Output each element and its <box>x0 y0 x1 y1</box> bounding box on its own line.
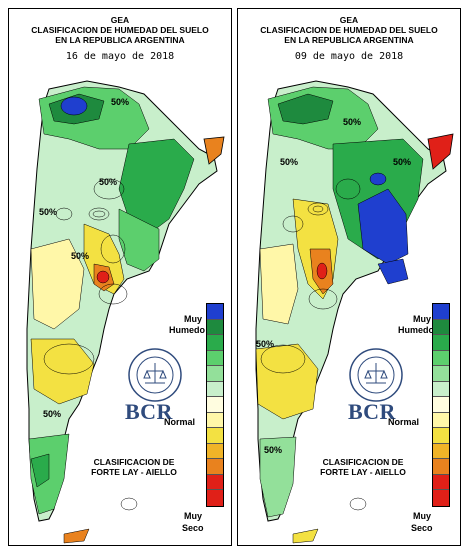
zone-very-wet-mid <box>369 172 387 186</box>
zone-very-wet-north <box>60 96 88 116</box>
zone-green-east <box>118 138 195 235</box>
legend-swatch <box>207 335 223 351</box>
iso-label-50: 50% <box>111 97 130 107</box>
legend-label-muy: Muy <box>413 314 431 324</box>
iso-label-50: 50% <box>39 207 58 217</box>
legend-swatch <box>433 381 449 397</box>
map-panel-may-09: GEA CLASIFICACION DE HUMEDAD DEL SUELO E… <box>237 8 461 546</box>
panel-date: 16 de mayo de 2018 <box>65 51 175 62</box>
legend-label-normal: Normal <box>388 417 420 427</box>
legend-swatch <box>207 490 223 506</box>
zone-very-wet-south <box>377 258 409 285</box>
legend-label-muy: Muy <box>184 511 202 521</box>
legend-swatch <box>433 443 449 459</box>
zone-green-south <box>259 436 297 518</box>
panel-title-line-3: EN LA REPUBLICA ARGENTINA <box>55 35 185 45</box>
legend-swatch <box>433 366 449 382</box>
bcr-logo: BCR <box>125 399 173 424</box>
panel-title-line-2: CLASIFICACION DE HUMEDAD DEL SUELO <box>31 25 209 35</box>
legend-color-scale <box>432 303 450 507</box>
legend-label-humedo: Humedo <box>169 325 205 335</box>
zone-very-wet-east <box>357 188 409 265</box>
legend-label-muy: Muy <box>184 314 202 324</box>
zone-green-mid <box>118 208 160 272</box>
zone-orange-tdf <box>63 528 90 544</box>
legend-swatch <box>207 350 223 366</box>
legend-swatch <box>433 428 449 444</box>
legend-swatch <box>433 335 449 351</box>
legend-swatch <box>207 304 223 320</box>
classification-label-1: CLASIFICACION DE <box>322 457 404 467</box>
legend-swatch <box>207 459 223 475</box>
contour-lines <box>260 178 367 511</box>
iso-label-50: 50% <box>280 157 299 167</box>
legend-swatch <box>433 474 449 490</box>
argentina-soil-moisture-map <box>26 80 225 544</box>
panel-title-line-3: EN LA REPUBLICA ARGENTINA <box>284 35 414 45</box>
legend-swatch <box>207 381 223 397</box>
bcr-seal-icon <box>349 348 403 402</box>
zone-light-yellow-west <box>30 238 85 330</box>
zone-red-center <box>96 270 110 284</box>
zone-red-center <box>316 262 328 280</box>
legend-swatch <box>433 304 449 320</box>
panel-title-gea: GEA <box>339 15 359 25</box>
iso-label-50: 50% <box>99 177 118 187</box>
zone-orange-ne <box>203 136 225 165</box>
iso-label-50: 50% <box>264 445 283 455</box>
iso-label-50: 50% <box>256 339 275 349</box>
legend-swatch <box>207 319 223 335</box>
legend-swatch <box>433 350 449 366</box>
legend-label-humedo: Humedo <box>398 325 434 335</box>
zone-red-ne <box>427 133 454 170</box>
legend-label-seco: Seco <box>182 523 204 533</box>
legend-label-muy: Muy <box>413 511 431 521</box>
legend-swatch <box>433 490 449 506</box>
iso-label-50: 50% <box>71 251 90 261</box>
map-panel-may-16: GEA CLASIFICACION DE HUMEDAD DEL SUELO E… <box>8 8 232 546</box>
legend-swatch <box>207 474 223 490</box>
legend-swatch <box>433 412 449 428</box>
zone-yellow-patagonia <box>255 343 319 420</box>
classification-label-2: FORTE LAY - AIELLO <box>91 467 177 477</box>
legend-color-scale <box>206 303 224 507</box>
panel-date: 09 de mayo de 2018 <box>294 51 404 62</box>
iso-label-50: 50% <box>43 409 62 419</box>
bcr-seal-icon <box>128 348 182 402</box>
legend-swatch <box>207 443 223 459</box>
bcr-logo: BCR <box>348 399 396 424</box>
legend-swatch <box>433 459 449 475</box>
legend-swatch <box>207 412 223 428</box>
zone-dark-green-north <box>277 93 334 125</box>
legend-swatch <box>207 428 223 444</box>
legend-swatch <box>207 366 223 382</box>
classification-label-1: CLASIFICACION DE <box>93 457 175 467</box>
zone-dark-green-south <box>30 453 50 488</box>
classification-label-2: FORTE LAY - AIELLO <box>320 467 406 477</box>
legend-label-seco: Seco <box>411 523 433 533</box>
legend-swatch <box>433 319 449 335</box>
legend-swatch <box>207 397 223 413</box>
panel-title-gea: GEA <box>110 15 130 25</box>
zone-light-yellow-west <box>259 243 299 325</box>
zone-yellow-patagonia <box>30 338 95 405</box>
argentina-soil-moisture-map <box>255 80 454 544</box>
legend-swatch <box>433 397 449 413</box>
zone-orange-tdf <box>292 528 319 544</box>
panel-title-line-2: CLASIFICACION DE HUMEDAD DEL SUELO <box>260 25 438 35</box>
iso-label-50: 50% <box>393 157 412 167</box>
legend-label-normal: Normal <box>164 417 196 427</box>
iso-label-50: 50% <box>343 117 362 127</box>
contour-lines <box>43 178 138 511</box>
